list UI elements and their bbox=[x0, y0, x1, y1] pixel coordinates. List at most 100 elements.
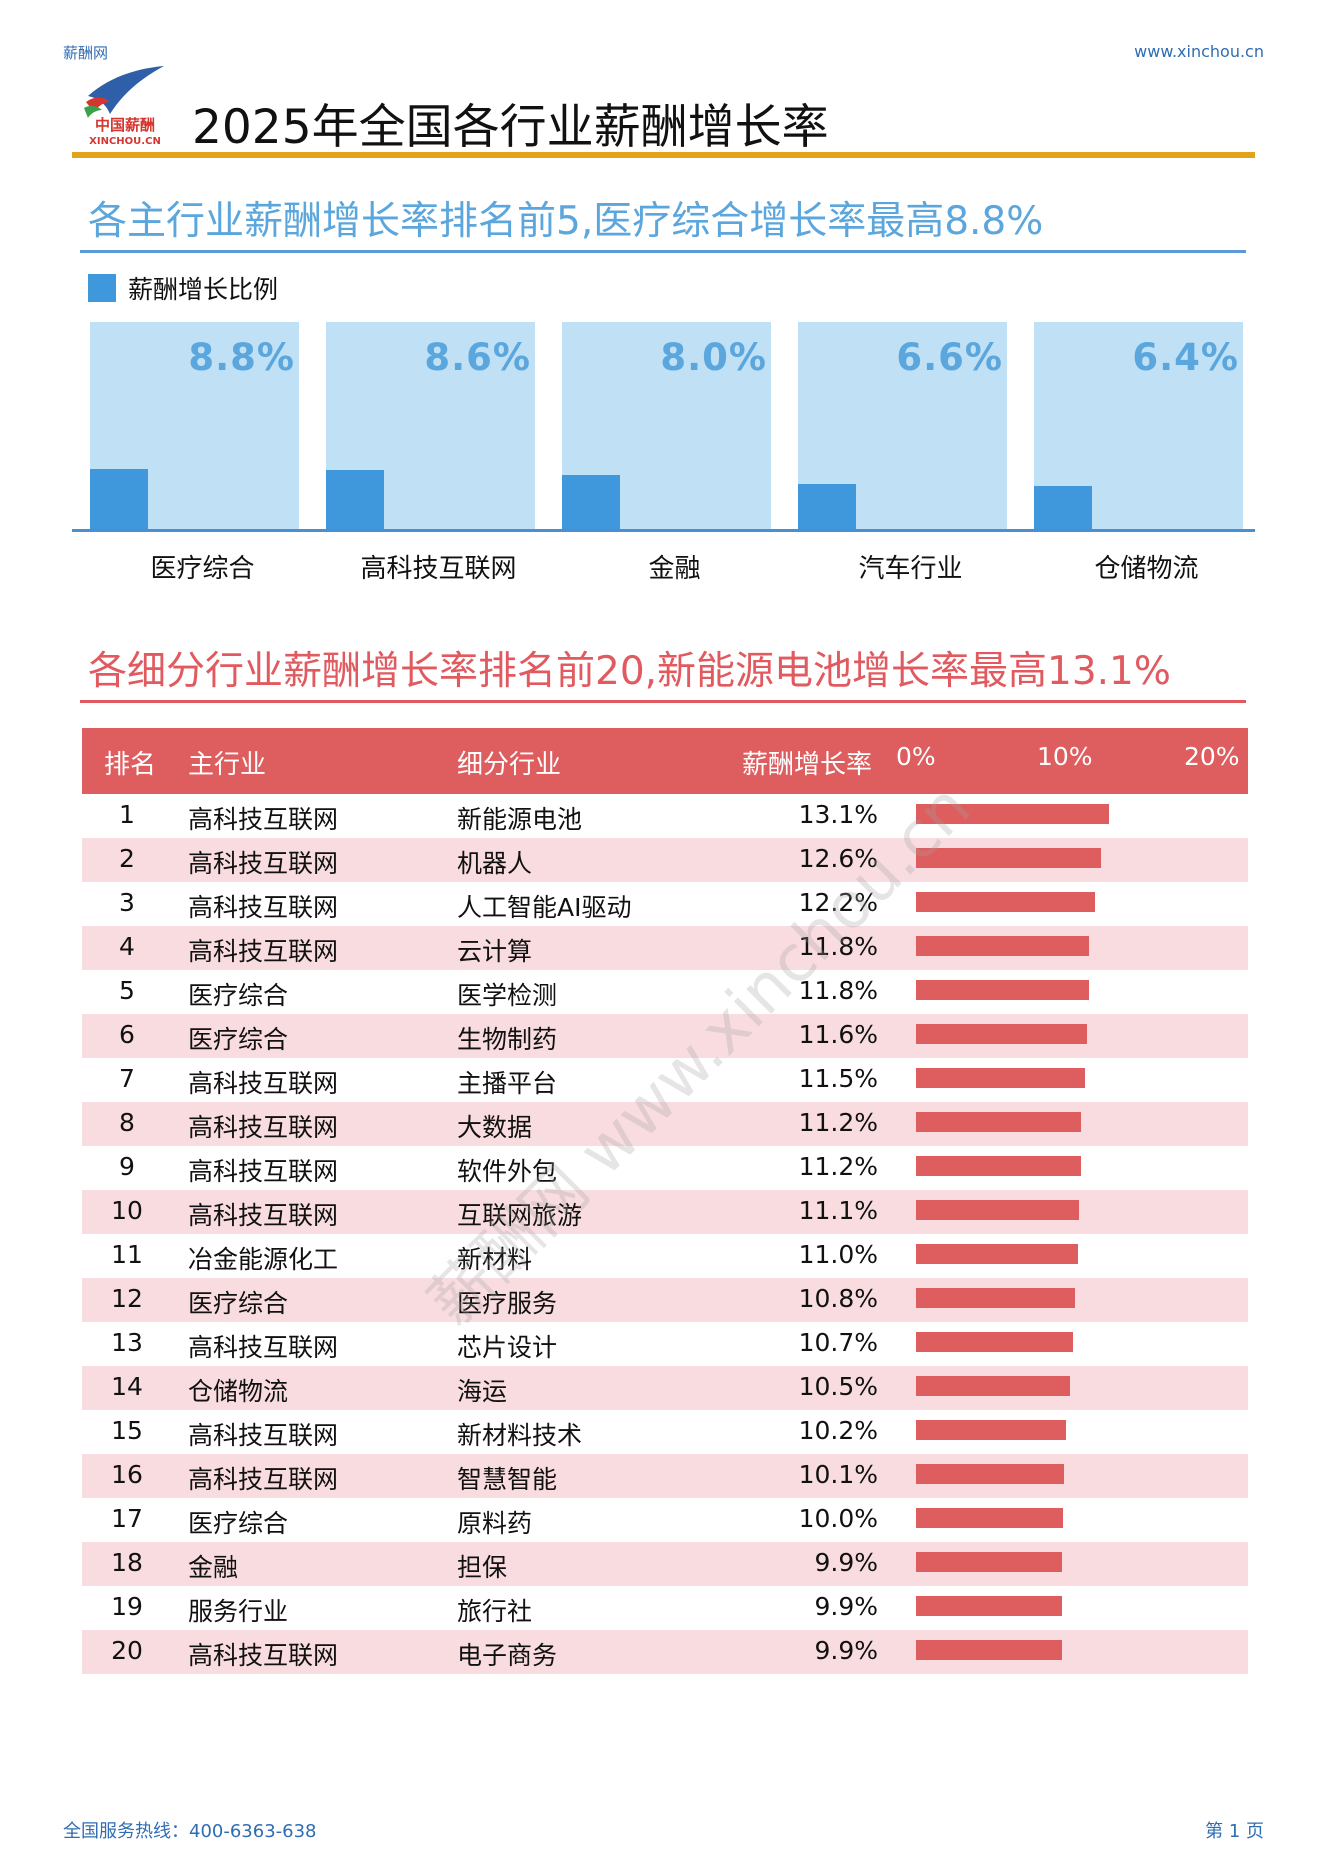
growth-rate-bar bbox=[916, 1112, 1081, 1132]
growth-rate-cell: 9.9% bbox=[814, 1592, 878, 1621]
growth-rate-bar bbox=[916, 1288, 1075, 1308]
growth-rate-cell: 10.0% bbox=[798, 1504, 878, 1533]
growth-rate-bar bbox=[916, 936, 1089, 956]
sub-industry-cell: 海运 bbox=[457, 1377, 508, 1406]
rank-cell: 18 bbox=[111, 1548, 143, 1577]
growth-rate-cell: 11.8% bbox=[798, 976, 878, 1005]
sub-industry-cell: 旅行社 bbox=[457, 1597, 533, 1626]
growth-rate-bar bbox=[916, 1244, 1078, 1264]
main-industry-cell: 高科技互联网 bbox=[188, 1421, 339, 1450]
chart-panel: 6.6% bbox=[798, 322, 1007, 530]
sub-industry-cell: 大数据 bbox=[457, 1113, 533, 1142]
section1-divider bbox=[80, 250, 1246, 253]
main-industry-cell: 高科技互联网 bbox=[188, 1113, 339, 1142]
table-row: 10 高科技互联网 互联网旅游 11.1% bbox=[82, 1190, 1248, 1234]
main-industry-cell: 高科技互联网 bbox=[188, 1069, 339, 1098]
header-growth-rate: 薪酬增长率 bbox=[742, 750, 873, 780]
growth-rate-bar bbox=[916, 1068, 1085, 1088]
sub-industry-cell: 机器人 bbox=[457, 849, 533, 878]
rank-cell: 19 bbox=[111, 1592, 143, 1621]
rank-cell: 12 bbox=[111, 1284, 143, 1313]
sub-industry-cell: 互联网旅游 bbox=[457, 1201, 583, 1230]
growth-rate-cell: 13.1% bbox=[798, 800, 878, 829]
rank-cell: 9 bbox=[119, 1152, 135, 1181]
table-row: 15 高科技互联网 新材料技术 10.2% bbox=[82, 1410, 1248, 1454]
table-row: 6 医疗综合 生物制药 11.6% bbox=[82, 1014, 1248, 1058]
chart-panel: 8.0% bbox=[562, 322, 771, 530]
table-row: 19 服务行业 旅行社 9.9% bbox=[82, 1586, 1248, 1630]
growth-rate-bar bbox=[916, 980, 1089, 1000]
table-row: 20 高科技互联网 电子商务 9.9% bbox=[82, 1630, 1248, 1674]
growth-rate-cell: 12.6% bbox=[798, 844, 878, 873]
growth-rate-cell: 11.0% bbox=[798, 1240, 878, 1269]
table-row: 17 医疗综合 原料药 10.0% bbox=[82, 1498, 1248, 1542]
rank-cell: 7 bbox=[119, 1064, 135, 1093]
growth-rate-cell: 11.2% bbox=[798, 1108, 878, 1137]
growth-rate-cell: 10.5% bbox=[798, 1372, 878, 1401]
table-row: 2 高科技互联网 机器人 12.6% bbox=[82, 838, 1248, 882]
main-industry-cell: 高科技互联网 bbox=[188, 1157, 339, 1186]
table-row: 1 高科技互联网 新能源电池 13.1% bbox=[82, 794, 1248, 838]
growth-rate-cell: 10.2% bbox=[798, 1416, 878, 1445]
chart-category-label: 汽车行业 bbox=[858, 554, 963, 584]
site-url-link[interactable]: www.xinchou.cn bbox=[1134, 42, 1264, 61]
rank-cell: 17 bbox=[111, 1504, 143, 1533]
growth-rate-bar bbox=[916, 1552, 1062, 1572]
chart-value-label: 8.8% bbox=[188, 336, 295, 379]
rank-cell: 2 bbox=[119, 844, 135, 873]
chart-legend: 薪酬增长比例 bbox=[88, 270, 278, 306]
table-row: 4 高科技互联网 云计算 11.8% bbox=[82, 926, 1248, 970]
table-row: 14 仓储物流 海运 10.5% bbox=[82, 1366, 1248, 1410]
table-row: 8 高科技互联网 大数据 11.2% bbox=[82, 1102, 1248, 1146]
site-name[interactable]: 薪酬网 bbox=[63, 44, 109, 62]
growth-rate-bar bbox=[916, 1508, 1063, 1528]
table-row: 12 医疗综合 医疗服务 10.8% bbox=[82, 1278, 1248, 1322]
section2-divider bbox=[80, 700, 1246, 703]
table-row: 16 高科技互联网 智慧智能 10.1% bbox=[82, 1454, 1248, 1498]
growth-rate-bar bbox=[916, 1376, 1070, 1396]
axis-tick-20: 20% bbox=[1184, 742, 1240, 771]
chart-panel: 6.4% bbox=[1034, 322, 1243, 530]
rank-cell: 20 bbox=[111, 1636, 143, 1665]
chart-value-label: 8.0% bbox=[660, 336, 767, 379]
top20-table: 1 高科技互联网 新能源电池 13.1% 2 高科技互联网 机器人 12.6% 3 高科技互联网人… bbox=[82, 794, 1248, 1674]
growth-rate-bar bbox=[916, 804, 1109, 824]
main-industry-cell: 医疗综合 bbox=[188, 981, 289, 1010]
chart-bar bbox=[90, 469, 148, 530]
table-header: 排名 主行业 细分行业 薪酬增长率 0% 10% 20% bbox=[82, 728, 1248, 794]
growth-rate-bar bbox=[916, 892, 1095, 912]
growth-rate-bar bbox=[916, 1332, 1073, 1352]
footer-page-number: 第 1 页 bbox=[1205, 1821, 1264, 1842]
growth-rate-cell: 12.2% bbox=[798, 888, 878, 917]
rank-cell: 6 bbox=[119, 1020, 135, 1049]
main-industry-cell: 高科技互联网 bbox=[188, 849, 339, 878]
axis-tick-0: 0% bbox=[896, 742, 936, 771]
chart-category-label: 金融 bbox=[648, 554, 701, 584]
main-industry-cell: 服务行业 bbox=[188, 1597, 289, 1626]
main-industry-cell: 高科技互联网 bbox=[188, 893, 339, 922]
sub-industry-cell: 新材料 bbox=[457, 1245, 533, 1274]
growth-rate-cell: 11.6% bbox=[798, 1020, 878, 1049]
sub-industry-cell: 人工智能AI驱动 bbox=[457, 893, 632, 922]
rank-cell: 15 bbox=[111, 1416, 143, 1445]
table-row: 7 高科技互联网 主播平台 11.5% bbox=[82, 1058, 1248, 1102]
sub-industry-cell: 电子商务 bbox=[457, 1641, 558, 1670]
table-row: 18 金融 担保 9.9% bbox=[82, 1542, 1248, 1586]
legend-label: 薪酬增长比例 bbox=[128, 275, 279, 304]
table-row: 9 高科技互联网 软件外包 11.2% bbox=[82, 1146, 1248, 1190]
legend-swatch bbox=[88, 274, 116, 302]
growth-rate-bar bbox=[916, 1464, 1064, 1484]
rank-cell: 3 bbox=[119, 888, 135, 917]
logo-swoosh-icon: 中国薪酬 XINCHOU.CN bbox=[84, 66, 164, 147]
rank-cell: 1 bbox=[119, 800, 135, 829]
sub-industry-cell: 生物制药 bbox=[457, 1025, 558, 1054]
growth-rate-bar bbox=[916, 1156, 1081, 1176]
main-industry-cell: 仓储物流 bbox=[188, 1377, 289, 1406]
sub-industry-cell: 云计算 bbox=[457, 937, 533, 966]
growth-rate-bar bbox=[916, 1596, 1062, 1616]
rank-cell: 13 bbox=[111, 1328, 143, 1357]
sub-industry-cell: 担保 bbox=[457, 1553, 508, 1582]
chart-bar bbox=[562, 475, 620, 530]
main-industry-cell: 高科技互联网 bbox=[188, 1465, 339, 1494]
table-row: 11 冶金能源化工 新材料 11.0% bbox=[82, 1234, 1248, 1278]
